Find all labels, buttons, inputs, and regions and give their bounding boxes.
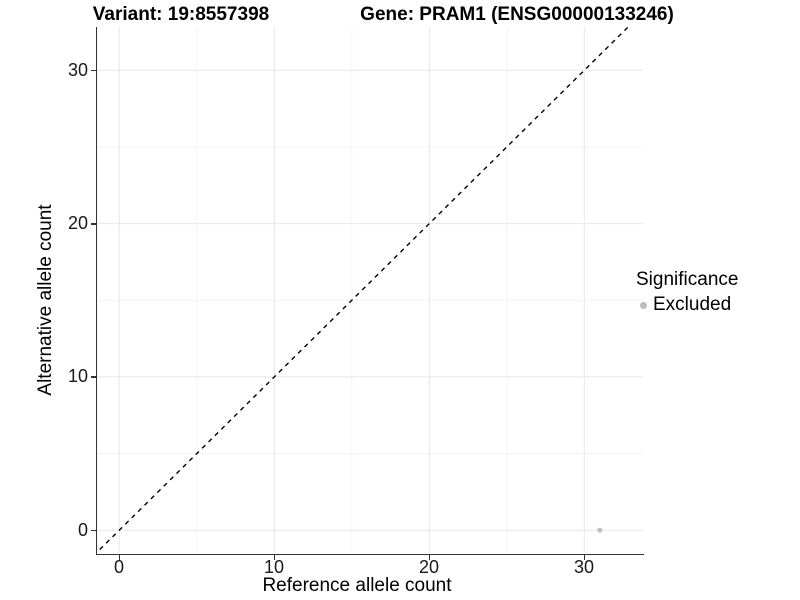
x-axis-tick [118, 555, 120, 560]
legend-item-label: Excluded [653, 294, 732, 315]
y-tick-label: 0 [77, 520, 88, 540]
identity-line [97, 27, 630, 553]
variant-title: Variant: 19:8557398 [92, 4, 270, 25]
y-tick-label: 10 [67, 366, 88, 386]
y-axis-tick [91, 376, 96, 378]
plot-area-svg [97, 27, 643, 553]
data-point-excluded [597, 527, 603, 533]
x-tick-label: 10 [263, 557, 285, 577]
excluded-point-icon [640, 301, 647, 309]
y-axis-tick [91, 69, 96, 71]
legend-item-excluded: Excluded [640, 294, 738, 316]
x-tick-label: 20 [418, 557, 440, 577]
x-axis-tick [583, 555, 585, 560]
y-axis-tick [91, 529, 96, 531]
gene-title: Gene: PRAM1 (ENSG00000133246) [360, 4, 674, 25]
legend: Significance Excluded [636, 269, 738, 316]
y-axis-title: Alternative allele count [35, 204, 56, 396]
x-axis-title: Reference allele count [262, 575, 452, 596]
y-tick-label: 30 [67, 60, 88, 80]
y-tick-label: 20 [67, 213, 88, 233]
y-axis-tick [91, 223, 96, 225]
y-axis-line [95, 27, 97, 555]
x-tick-label: 0 [113, 557, 125, 577]
legend-title: Significance [636, 269, 739, 290]
x-axis-line [95, 553, 644, 555]
plot-panel [97, 27, 643, 553]
x-axis-tick [273, 555, 275, 560]
x-axis-tick [428, 555, 430, 560]
x-tick-label: 30 [573, 557, 595, 577]
